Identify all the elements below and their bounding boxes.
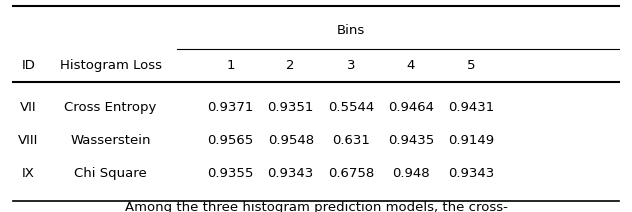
Text: 0.9548: 0.9548	[268, 134, 313, 147]
Text: Bins: Bins	[337, 24, 365, 37]
Text: 4: 4	[406, 59, 415, 72]
Text: ID: ID	[21, 59, 35, 72]
Text: 0.9355: 0.9355	[207, 167, 254, 180]
Text: VII: VII	[20, 101, 37, 114]
Text: IX: IX	[22, 167, 35, 180]
Text: 0.631: 0.631	[332, 134, 370, 147]
Text: 0.9431: 0.9431	[447, 101, 494, 114]
Text: Among the three histogram prediction models, the cross-: Among the three histogram prediction mod…	[125, 201, 507, 212]
Text: 0.948: 0.948	[392, 167, 430, 180]
Text: 0.9464: 0.9464	[388, 101, 434, 114]
Text: Cross Entropy: Cross Entropy	[64, 101, 157, 114]
Text: 0.9371: 0.9371	[207, 101, 254, 114]
Text: 0.5544: 0.5544	[327, 101, 374, 114]
Text: 1: 1	[226, 59, 235, 72]
Text: 0.9565: 0.9565	[207, 134, 254, 147]
Text: 0.9343: 0.9343	[267, 167, 314, 180]
Text: Wasserstein: Wasserstein	[70, 134, 151, 147]
Text: 0.9149: 0.9149	[448, 134, 494, 147]
Text: 0.9351: 0.9351	[267, 101, 314, 114]
Text: 0.9435: 0.9435	[387, 134, 434, 147]
Text: 2: 2	[286, 59, 295, 72]
Text: 0.6758: 0.6758	[327, 167, 374, 180]
Text: 0.9343: 0.9343	[447, 167, 494, 180]
Text: Chi Square: Chi Square	[74, 167, 147, 180]
Text: Histogram Loss: Histogram Loss	[59, 59, 162, 72]
Text: 3: 3	[346, 59, 355, 72]
Text: 5: 5	[466, 59, 475, 72]
Text: VIII: VIII	[18, 134, 39, 147]
